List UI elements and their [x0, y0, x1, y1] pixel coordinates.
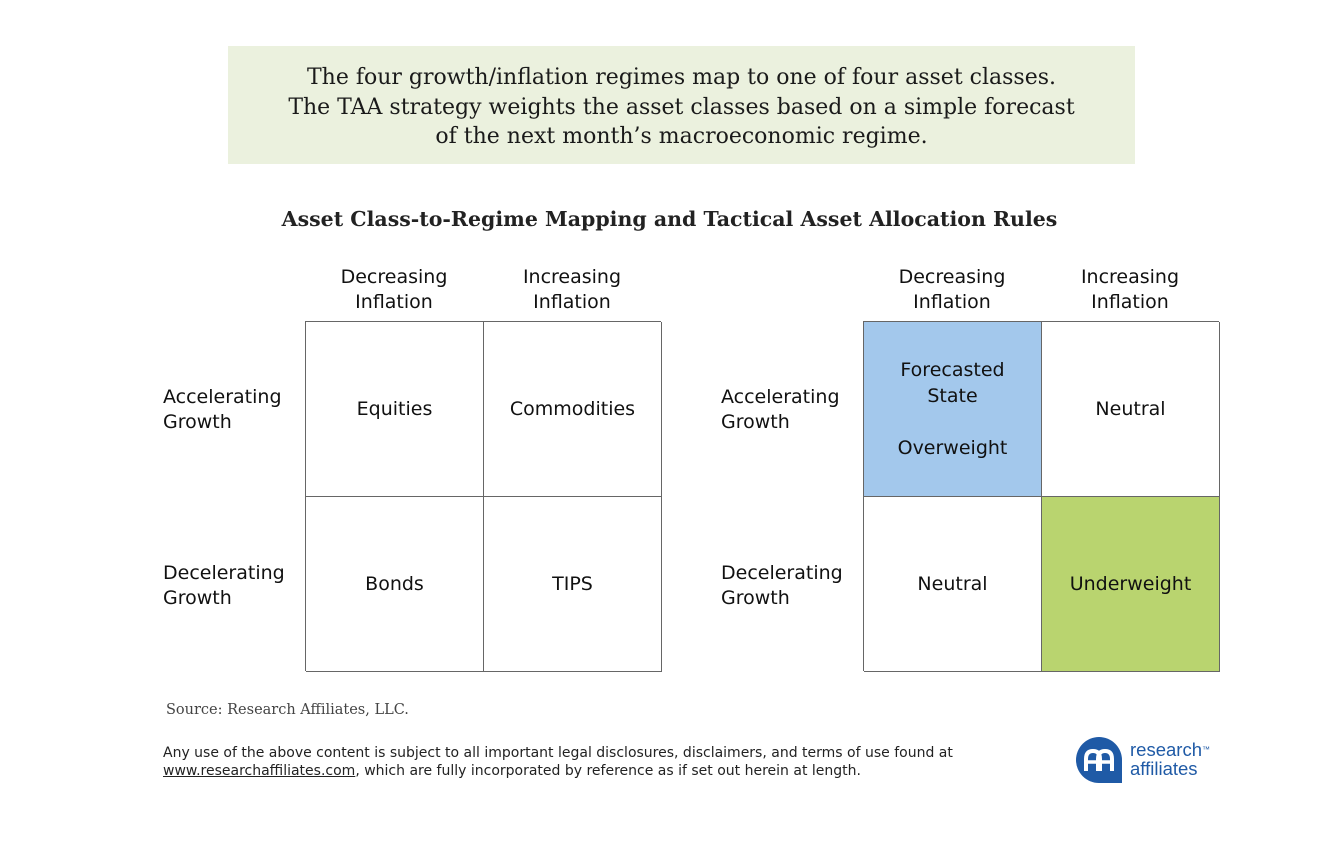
allocation-rules-grid: Forecasted State Overweight Neutral Neut…: [863, 321, 1220, 672]
cell-equities: Equities: [306, 322, 484, 497]
cell-forecasted-state-overweight: Forecasted State Overweight: [864, 322, 1042, 497]
diagram-title: Asset Class-to-Regime Mapping and Tactic…: [281, 207, 1058, 231]
right-col-header-decreasing-inflation: Decreasing Inflation: [898, 266, 1006, 313]
cell-neutral-top: Neutral: [1042, 322, 1220, 497]
banner-line-3: of the next month’s macroeconomic regime…: [435, 124, 928, 149]
disclaimer-line-2: www.researchaffiliates.com, which are fu…: [163, 763, 861, 779]
summary-banner: The four growth/inflation regimes map to…: [228, 46, 1135, 164]
cell-bonds: Bonds: [306, 497, 484, 672]
research-affiliates-logo-icon: [1076, 737, 1122, 783]
right-row-header-decelerating-growth: Decelerating Growth: [721, 562, 843, 609]
disclaimer-line-1: Any use of the above content is subject …: [163, 745, 953, 761]
left-row-header-decelerating-growth: Decelerating Growth: [163, 562, 285, 609]
banner-line-1: The four growth/inflation regimes map to…: [306, 65, 1057, 90]
cell-commodities: Commodities: [484, 322, 662, 497]
cell-tips: TIPS: [484, 497, 662, 672]
right-row-header-accelerating-growth: Accelerating Growth: [721, 386, 840, 433]
research-affiliates-logo: research™ affiliates: [1076, 737, 1226, 785]
cell-underweight: Underweight: [1042, 497, 1220, 672]
logo-wordmark: research™ affiliates: [1130, 739, 1210, 779]
cell-neutral-bottom: Neutral: [864, 497, 1042, 672]
left-col-header-increasing-inflation: Increasing Inflation: [522, 266, 622, 313]
asset-class-mapping-grid: Equities Commodities Bonds TIPS: [305, 321, 662, 672]
legal-disclaimer: Any use of the above content is subject …: [163, 744, 953, 780]
website-link[interactable]: www.researchaffiliates.com: [163, 763, 356, 779]
left-col-header-decreasing-inflation: Decreasing Inflation: [340, 266, 448, 313]
right-col-header-increasing-inflation: Increasing Inflation: [1080, 266, 1180, 313]
source-note: Source: Research Affiliates, LLC.: [166, 702, 409, 718]
left-row-header-accelerating-growth: Accelerating Growth: [163, 386, 282, 433]
banner-line-2: The TAA strategy weights the asset class…: [288, 94, 1075, 120]
